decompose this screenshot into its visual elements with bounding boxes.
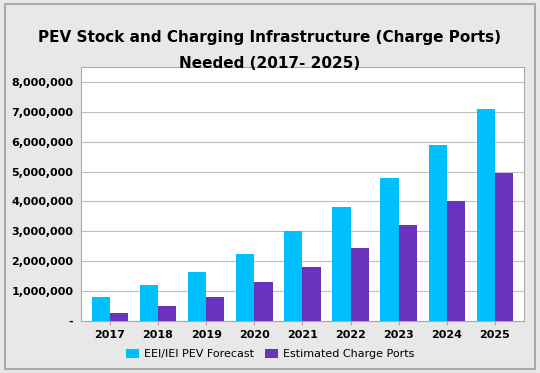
Legend: EEI/IEI PEV Forecast, Estimated Charge Ports: EEI/IEI PEV Forecast, Estimated Charge P… (122, 344, 418, 364)
Bar (140, 285, 158, 321)
Bar (350, 248, 369, 321)
Bar (380, 178, 399, 321)
Text: Needed (2017- 2025): Needed (2017- 2025) (179, 56, 361, 71)
Bar (332, 207, 350, 321)
Bar (254, 282, 273, 321)
Bar (495, 173, 513, 321)
Bar (284, 231, 302, 321)
Bar (302, 267, 321, 321)
Bar (110, 313, 128, 321)
Text: PEV Stock and Charging Infrastructure (Charge Ports): PEV Stock and Charging Infrastructure (C… (38, 30, 502, 45)
Bar (236, 254, 254, 321)
Bar (92, 297, 110, 321)
Bar (477, 109, 495, 321)
Bar (188, 272, 206, 321)
Bar (206, 297, 225, 321)
Bar (399, 225, 417, 321)
Bar (158, 306, 176, 321)
Bar (447, 201, 465, 321)
Bar (429, 145, 447, 321)
